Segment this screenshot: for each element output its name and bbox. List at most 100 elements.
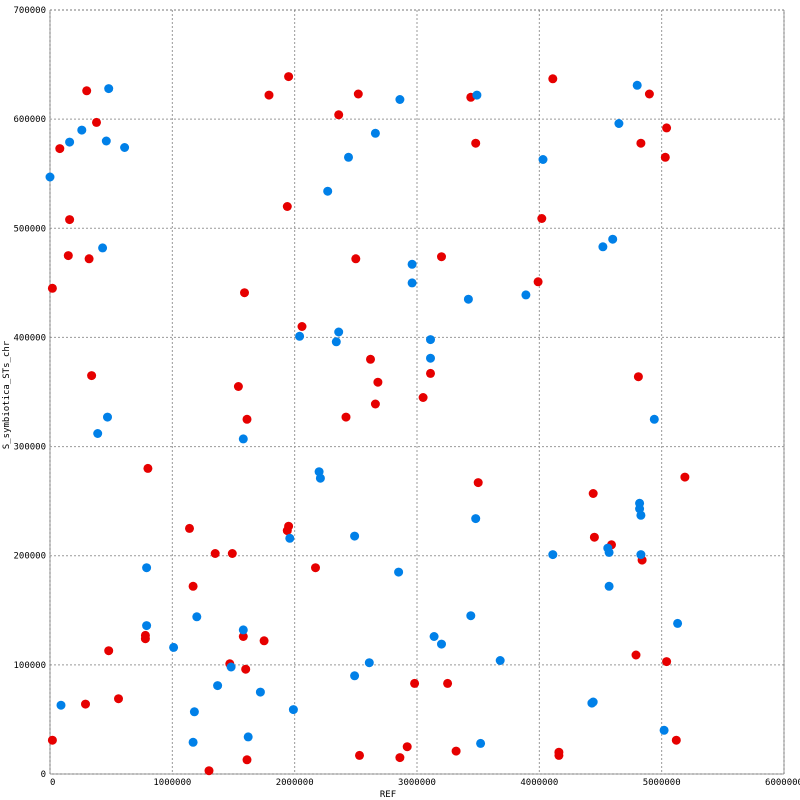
tick-labels: 0 1000000 2000000 3000000 4000000 5000000 6000…	[13, 6, 800, 788]
red-data-point	[210, 549, 220, 558]
blue-data-point	[344, 152, 353, 162]
red-data-point	[554, 750, 564, 760]
x-tick-label: 1000000	[153, 778, 191, 788]
red-data-point	[297, 322, 307, 331]
blue-data-point	[604, 581, 614, 591]
red-data-point	[81, 699, 90, 709]
y-tick-label: 200000	[13, 552, 46, 562]
blue-data-point	[548, 550, 558, 560]
y-tick-label: 0	[41, 770, 46, 780]
red-data-point	[443, 678, 453, 688]
red-data-point	[92, 117, 101, 127]
blue-data-point	[463, 294, 473, 304]
blue-data-point	[429, 632, 439, 641]
x-axis-label: REF	[380, 790, 396, 800]
red-data-point	[63, 251, 73, 261]
red-data-point	[284, 72, 294, 82]
blue-data-point	[632, 80, 642, 90]
red-data-point	[636, 138, 646, 148]
blue-data-point	[255, 687, 265, 697]
red-data-point	[588, 489, 598, 498]
y-axis-label: S_symbiotica_STs_chr	[2, 340, 12, 449]
blue-data-point	[238, 625, 248, 635]
blue-data-point	[426, 335, 435, 345]
plot-frame	[49, 9, 785, 775]
blue-data-point	[395, 95, 405, 104]
y-tick-label: 700000	[13, 6, 46, 16]
red-data-point	[114, 694, 123, 704]
red-data-point	[140, 634, 150, 644]
red-data-point	[242, 755, 252, 765]
blue-data-point	[188, 737, 198, 747]
red-data-point	[418, 393, 428, 402]
blue-data-point	[471, 514, 481, 524]
blue-data-point	[65, 137, 75, 147]
red-data-point	[671, 735, 681, 745]
blue-data-point	[350, 531, 360, 541]
red-data-point	[84, 254, 94, 264]
red-data-point	[395, 753, 405, 763]
blue-data-point	[101, 136, 111, 146]
red-data-point	[47, 735, 57, 745]
blue-data-point	[104, 84, 114, 94]
red-data-point	[104, 646, 114, 656]
blue-data-point	[315, 473, 325, 483]
blue-data-point	[407, 278, 417, 288]
blue-data-point	[394, 567, 404, 577]
red-data-point	[533, 277, 543, 287]
x-tick-label: 3000000	[398, 778, 436, 788]
blue-data-point	[226, 662, 236, 672]
blue-data-point	[476, 738, 486, 748]
red-data-point	[65, 215, 75, 225]
blue-data-point	[142, 563, 152, 573]
red-data-point	[341, 412, 351, 422]
blue-data-point	[472, 90, 482, 100]
red-data-point	[548, 74, 558, 84]
y-tick-label: 400000	[13, 333, 46, 343]
blue-data-point	[77, 125, 87, 135]
red-data-point	[633, 372, 643, 382]
red-data-point	[241, 664, 251, 674]
blue-data-point	[649, 414, 659, 424]
red-data-point	[662, 657, 672, 667]
red-data-point	[473, 478, 483, 488]
blue-data-point	[93, 429, 103, 438]
x-tick-label: 6000000	[765, 778, 800, 788]
red-data-point	[233, 382, 243, 391]
blue-data-point	[334, 327, 344, 337]
grid	[49, 9, 785, 775]
red-data-point	[87, 371, 97, 381]
blue-data-point	[604, 547, 614, 557]
blue-data-point	[331, 337, 341, 347]
red-data-point	[402, 742, 412, 752]
blue-data-point	[120, 143, 130, 152]
blue-data-point	[98, 243, 108, 253]
red-data-point	[631, 650, 641, 660]
y-tick-label: 500000	[13, 224, 46, 234]
blue-data-point	[323, 186, 333, 196]
red-data-point	[644, 89, 654, 99]
blue-data-point	[192, 612, 202, 622]
y-tick-label: 600000	[13, 115, 46, 125]
red-data-point	[82, 86, 92, 96]
red-data-point	[355, 750, 364, 760]
blue-data-point	[142, 621, 152, 631]
x-tick-label: 4000000	[520, 778, 558, 788]
red-data-point	[662, 123, 672, 133]
red-data-point	[204, 766, 214, 776]
red-data-point	[660, 152, 670, 162]
blue-data-point	[614, 119, 624, 128]
red-data-point	[284, 521, 294, 531]
blue-data-point	[538, 155, 548, 164]
red-data-point	[242, 414, 252, 424]
red-data-point	[55, 144, 65, 154]
blue-data-point	[636, 510, 646, 520]
red-data-point	[353, 89, 363, 99]
red-data-point	[282, 202, 292, 211]
red-data-point	[240, 288, 249, 298]
blue-data-point	[636, 550, 646, 560]
x-tick-label: 2000000	[276, 778, 314, 788]
blue-data-point	[370, 128, 380, 138]
x-tick-label: 5000000	[643, 778, 681, 788]
